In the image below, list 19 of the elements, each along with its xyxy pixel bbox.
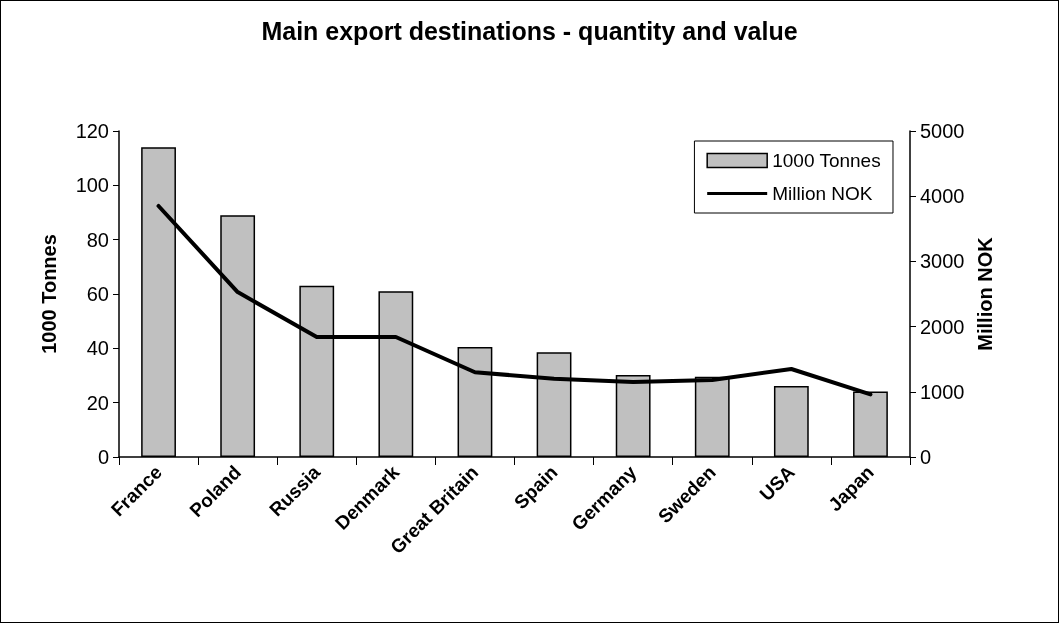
legend-label: Million NOK (772, 183, 873, 204)
legend-label: 1000 Tonnes (772, 150, 881, 171)
y2-tick-label: 2000 (920, 315, 965, 338)
y-axis-title: 1000 Tonnes (38, 234, 60, 354)
y2-tick-label: 1000 (920, 380, 965, 403)
y2-tick-label: 4000 (920, 185, 965, 208)
y-tick-label: 40 (86, 337, 109, 360)
chart-title: Main export destinations - quantity and value (261, 16, 798, 45)
x-tick-label: USA (755, 461, 799, 505)
y-tick-label: 0 (97, 446, 109, 468)
y-tick-label: 80 (86, 228, 109, 251)
y2-tick-label: 5000 (920, 120, 965, 142)
y2-axis-title: Million NOK (974, 236, 997, 351)
y-tick-label: 20 (86, 391, 109, 414)
y2-tick-label: 3000 (920, 250, 965, 273)
y2-tick-label: 0 (920, 446, 932, 468)
y-tick-label: 120 (75, 120, 109, 142)
y-tick-label: 100 (75, 174, 109, 197)
y-tick-label: 60 (86, 283, 109, 305)
